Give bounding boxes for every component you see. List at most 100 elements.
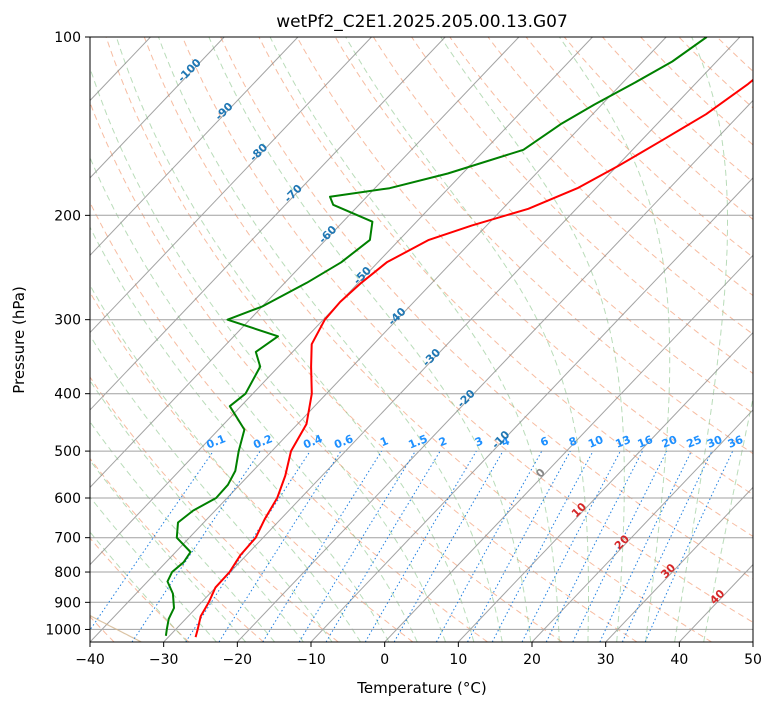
- moist-adiabat-line: [90, 459, 247, 642]
- dry-adiabat-line: [525, 37, 753, 258]
- isotherm-line: [163, 37, 741, 642]
- y-tick-label: 900: [54, 595, 81, 611]
- isotherm-line: [90, 37, 372, 334]
- moist-adiabat-line: [158, 37, 503, 642]
- isotherm-line: [90, 37, 225, 179]
- mixing-ratio-label: 10: [586, 433, 605, 451]
- mixing-ratio-line: [572, 450, 668, 642]
- dry-adiabat-line: [411, 37, 753, 375]
- moist-adiabat-line: [90, 379, 304, 642]
- mixing-ratio-label: 1.5: [407, 432, 430, 451]
- y-tick-label: 800: [54, 565, 81, 581]
- isotherm-line: [90, 37, 667, 642]
- moist-adiabat-line: [90, 284, 362, 642]
- mixing-ratio-line: [218, 450, 342, 642]
- y-tick-label: 200: [54, 208, 81, 224]
- mixing-ratio-line: [298, 450, 416, 642]
- dry-adiabat-line: [90, 291, 414, 642]
- dry-adiabat-label: -70: [282, 182, 305, 205]
- moist-adiabat-label: 30: [658, 561, 678, 581]
- y-tick-label: 300: [54, 313, 81, 329]
- mixing-ratio-label: 0.6: [332, 432, 355, 451]
- mixing-ratio-label: 13: [614, 433, 633, 451]
- isotherm-line: [90, 37, 520, 489]
- mixing-ratio-line: [599, 450, 692, 642]
- dry-adiabat-line: [182, 37, 753, 623]
- x-tick-label: 30: [597, 652, 615, 668]
- dry-adiabat-label: -90: [212, 100, 235, 123]
- mixing-ratio-line: [644, 450, 734, 642]
- dry-adiabat-line: [296, 37, 753, 496]
- y-tick-label: 600: [54, 491, 81, 507]
- x-tick-label: −20: [223, 652, 253, 668]
- dry-adiabat-line: [449, 37, 753, 335]
- dry-adiabat-line: [90, 537, 190, 642]
- mixing-ratio-line: [90, 450, 214, 631]
- mixing-ratio-label: 8: [567, 434, 579, 449]
- mixing-ratio-line: [131, 450, 261, 642]
- moist-adiabat-line: [558, 37, 671, 642]
- mixing-ratio-label: 3: [473, 434, 485, 449]
- temperature-profile-line: [194, 78, 753, 638]
- moist-adiabat-line: [703, 395, 753, 642]
- isotherm-line: [752, 641, 753, 642]
- moist-adiabat-label: 20: [612, 532, 632, 552]
- dry-adiabat-line: [372, 37, 753, 414]
- dry-adiabat-label: -40: [385, 305, 408, 328]
- y-tick-label: 700: [54, 531, 81, 547]
- dewpoint-profile-line: [164, 37, 708, 636]
- dry-adiabat-line: [487, 37, 753, 297]
- plot-lines-layer: [90, 37, 775, 642]
- moist-adiabat-line: [90, 66, 446, 642]
- isotherm-line: [384, 254, 753, 642]
- dry-adiabat-line: [143, 37, 712, 642]
- dry-adiabat-line: [334, 37, 753, 455]
- y-tick-label: 1000: [45, 622, 81, 638]
- mixing-ratio-label: 0.4: [301, 432, 324, 451]
- dry-adiabat-line: [755, 37, 775, 642]
- mixing-ratio-label: 1: [378, 434, 390, 449]
- moist-adiabat-line: [115, 37, 475, 642]
- mixing-ratio-line: [325, 450, 441, 642]
- x-tick-label: 40: [670, 652, 688, 668]
- dry-adiabat-line: [90, 457, 264, 642]
- moist-adiabat-line: [90, 334, 333, 642]
- moist-adiabat-label: 40: [707, 587, 727, 607]
- isotherm-line: [90, 37, 299, 257]
- mixing-ratio-label: 0.1: [205, 432, 228, 451]
- isotherm-line: [310, 177, 753, 642]
- dry-adiabat-label: -60: [316, 223, 339, 246]
- dry-adiabat-line: [640, 37, 753, 146]
- mixing-ratio-label: 30: [705, 433, 724, 451]
- dry-adiabat-line: [90, 201, 488, 642]
- y-tick-label: 400: [54, 387, 81, 403]
- plot-frame: [89, 36, 754, 643]
- moist-adiabat-line: [90, 156, 418, 642]
- dry-adiabat-line: [258, 37, 753, 537]
- mixing-ratio-label: 20: [660, 433, 679, 451]
- dry-adiabat-label: -30: [420, 346, 443, 369]
- mixing-ratio-label: 25: [685, 433, 704, 451]
- moist-adiabat-line: [440, 37, 625, 642]
- isotherm-line: [531, 409, 753, 642]
- mixing-ratio-line: [364, 450, 477, 642]
- moist-adiabat-line: [90, 226, 390, 642]
- dry-adiabat-line: [90, 101, 563, 642]
- mixing-ratio-line: [185, 450, 311, 642]
- dry-adiabat-label: -50: [351, 264, 374, 287]
- dry-adiabat-label: -100: [175, 56, 204, 85]
- x-tick-label: 10: [449, 652, 467, 668]
- mixing-ratio-line: [545, 450, 643, 642]
- isotherm-line: [90, 37, 446, 411]
- moist-adiabat-line: [90, 421, 275, 642]
- dry-adiabat-label: -20: [455, 387, 478, 410]
- mixing-ratio-label: 2: [437, 434, 449, 449]
- moist-adiabat-line: [90, 531, 188, 642]
- x-tick-label: 0: [380, 652, 389, 668]
- dry-adiabat-line: [105, 37, 638, 642]
- mixing-ratio-label: 36: [726, 433, 745, 451]
- x-axis-title: Temperature (°C): [356, 679, 486, 697]
- y-tick-label: 500: [54, 444, 81, 460]
